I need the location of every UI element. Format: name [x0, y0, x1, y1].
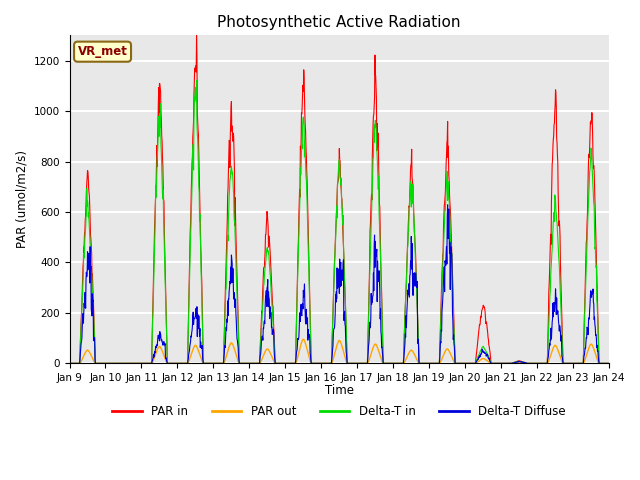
Text: VR_met: VR_met	[77, 45, 127, 58]
Delta-T Diffuse	[444, 202, 451, 208]
Line: PAR out: PAR out	[70, 339, 609, 363]
Delta-T in	[66, 360, 74, 366]
PAR in	[493, 360, 501, 366]
Delta-T in	[423, 360, 431, 366]
Line: Delta-T Diffuse: Delta-T Diffuse	[70, 205, 609, 363]
Delta-T in	[246, 360, 254, 366]
Delta-T in	[186, 280, 193, 286]
Delta-T in	[605, 360, 612, 366]
PAR out	[300, 336, 307, 342]
Delta-T in	[193, 77, 200, 83]
Title: Photosynthetic Active Radiation: Photosynthetic Active Radiation	[218, 15, 461, 30]
Line: Delta-T in: Delta-T in	[70, 80, 609, 363]
Delta-T Diffuse	[493, 360, 501, 366]
PAR in	[66, 360, 74, 366]
PAR out	[493, 360, 501, 366]
PAR out	[173, 360, 180, 366]
Delta-T Diffuse	[66, 360, 74, 366]
PAR in	[186, 274, 193, 279]
Delta-T in	[541, 360, 549, 366]
PAR out	[541, 360, 549, 366]
X-axis label: Time: Time	[324, 384, 354, 397]
Legend: PAR in, PAR out, Delta-T in, Delta-T Diffuse: PAR in, PAR out, Delta-T in, Delta-T Dif…	[108, 401, 571, 423]
PAR out	[605, 360, 612, 366]
Delta-T Diffuse	[186, 348, 193, 354]
PAR in	[193, 33, 200, 38]
Delta-T Diffuse	[605, 360, 612, 366]
Delta-T Diffuse	[173, 360, 180, 366]
PAR in	[246, 360, 254, 366]
PAR out	[423, 360, 431, 366]
Delta-T Diffuse	[423, 360, 431, 366]
Delta-T in	[173, 360, 180, 366]
PAR in	[173, 360, 180, 366]
Delta-T Diffuse	[541, 360, 549, 366]
Line: PAR in: PAR in	[70, 36, 609, 363]
PAR in	[541, 360, 549, 366]
PAR in	[423, 360, 431, 366]
PAR out	[66, 360, 74, 366]
PAR out	[186, 357, 193, 362]
PAR out	[246, 360, 253, 366]
Y-axis label: PAR (umol/m2/s): PAR (umol/m2/s)	[15, 150, 28, 248]
Delta-T in	[493, 360, 501, 366]
PAR in	[605, 360, 612, 366]
Delta-T Diffuse	[246, 360, 253, 366]
